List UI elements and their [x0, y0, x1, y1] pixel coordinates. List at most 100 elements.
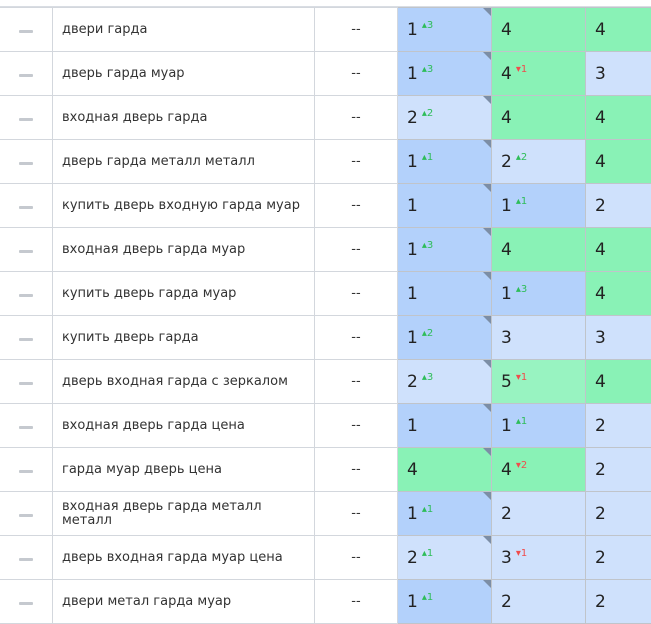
position-cell[interactable]: 3	[491, 315, 586, 360]
position-cell[interactable]: 1	[397, 403, 492, 448]
position-cell[interactable]: 2	[585, 579, 651, 624]
position-cell[interactable]: 4 ▾2	[491, 447, 586, 492]
row-toggle[interactable]	[0, 579, 53, 624]
compare-cell: --	[314, 183, 398, 228]
minus-icon	[19, 470, 33, 473]
position-cell[interactable]: 5 ▾1	[491, 359, 586, 404]
position-cell[interactable]: 4	[585, 227, 651, 272]
position-value: 1	[407, 239, 418, 260]
position-cell[interactable]: 1 ▴1	[491, 403, 586, 448]
position-cell[interactable]: 4 ▾1	[491, 51, 586, 96]
position-cell[interactable]: 4	[491, 7, 586, 52]
compare-cell: --	[314, 447, 398, 492]
position-change: ▴2	[515, 151, 528, 163]
position-value: 2	[407, 371, 418, 392]
arrow-down-icon: ▾	[515, 371, 521, 383]
row-toggle[interactable]	[0, 403, 53, 448]
position-value: 2	[595, 195, 606, 216]
position-cell[interactable]: 3	[585, 51, 651, 96]
position-cell[interactable]: 4	[491, 227, 586, 272]
corner-marker-icon	[483, 536, 491, 544]
position-cell[interactable]: 2 ▴2	[491, 139, 586, 184]
position-change: ▾1	[515, 63, 528, 75]
keyword-cell: входная дверь гарда муар	[52, 227, 315, 272]
position-cell[interactable]: 2 ▴3	[397, 359, 492, 404]
position-cell[interactable]: 2	[585, 447, 651, 492]
position-cell[interactable]: 1 ▴3	[397, 7, 492, 52]
table-row: купить дверь входную гарда муар -- 1 1 ▴1 2	[0, 183, 651, 228]
position-value: 3	[595, 63, 606, 84]
position-change: ▴1	[515, 415, 528, 427]
position-cell[interactable]: 4	[585, 95, 651, 140]
arrow-up-icon: ▴	[421, 239, 427, 251]
row-toggle[interactable]	[0, 183, 53, 228]
row-toggle[interactable]	[0, 491, 53, 536]
position-value: 2	[595, 591, 606, 612]
position-value: 1	[407, 283, 418, 304]
position-cell[interactable]: 3 ▾1	[491, 535, 586, 580]
position-change: ▴2	[421, 327, 434, 339]
row-toggle[interactable]	[0, 139, 53, 184]
position-value: 1	[407, 195, 418, 216]
keyword-cell: дверь входная гарда муар цена	[52, 535, 315, 580]
position-cell[interactable]: 4	[585, 7, 651, 52]
position-change: ▴3	[421, 63, 434, 75]
compare-cell: --	[314, 403, 398, 448]
row-toggle[interactable]	[0, 271, 53, 316]
position-cell[interactable]: 2 ▴1	[397, 535, 492, 580]
position-cell[interactable]: 2	[491, 579, 586, 624]
row-toggle[interactable]	[0, 51, 53, 96]
position-cell[interactable]: 1 ▴1	[397, 491, 492, 536]
position-cell[interactable]: 2 ▴2	[397, 95, 492, 140]
position-change: ▴3	[421, 371, 434, 383]
position-cell[interactable]: 1 ▴1	[397, 139, 492, 184]
position-value: 2	[595, 503, 606, 524]
position-cell[interactable]: 2	[585, 403, 651, 448]
position-cell[interactable]: 1 ▴1	[491, 183, 586, 228]
row-toggle[interactable]	[0, 447, 53, 492]
position-cell[interactable]: 4	[491, 95, 586, 140]
position-cell[interactable]: 1	[397, 183, 492, 228]
position-cell[interactable]: 1 ▴1	[397, 579, 492, 624]
row-toggle[interactable]	[0, 227, 53, 272]
position-cell[interactable]: 1	[397, 271, 492, 316]
arrow-up-icon: ▴	[515, 283, 521, 295]
table-row: входная дверь гарда муар -- 1 ▴3 4 4	[0, 227, 651, 272]
table-row: двери гарда -- 1 ▴3 4 4	[0, 7, 651, 52]
position-cell[interactable]: 1 ▴2	[397, 315, 492, 360]
minus-icon	[19, 30, 33, 33]
keyword-cell: входная дверь гарда	[52, 95, 315, 140]
position-change: ▾2	[515, 459, 528, 471]
position-cell[interactable]: 1 ▴3	[491, 271, 586, 316]
arrow-up-icon: ▴	[421, 19, 427, 31]
position-value: 1	[407, 591, 418, 612]
position-cell[interactable]: 4	[397, 447, 492, 492]
arrow-down-icon: ▾	[515, 63, 521, 75]
position-change: ▴2	[421, 107, 434, 119]
position-cell[interactable]: 3	[585, 315, 651, 360]
corner-marker-icon	[483, 140, 491, 148]
position-value: 3	[501, 327, 512, 348]
compare-cell: --	[314, 7, 398, 52]
row-toggle[interactable]	[0, 7, 53, 52]
position-cell[interactable]: 4	[585, 139, 651, 184]
position-cell[interactable]: 4	[585, 359, 651, 404]
position-cell[interactable]: 2	[585, 491, 651, 536]
position-cell[interactable]: 1 ▴3	[397, 51, 492, 96]
corner-marker-icon	[483, 272, 491, 280]
position-value: 2	[595, 547, 606, 568]
position-cell[interactable]: 2	[491, 491, 586, 536]
position-cell[interactable]: 2	[585, 183, 651, 228]
row-toggle[interactable]	[0, 95, 53, 140]
row-toggle[interactable]	[0, 535, 53, 580]
row-toggle[interactable]	[0, 315, 53, 360]
row-toggle[interactable]	[0, 359, 53, 404]
arrow-up-icon: ▴	[421, 151, 427, 163]
position-cell[interactable]: 1 ▴3	[397, 227, 492, 272]
position-value: 1	[501, 283, 512, 304]
minus-icon	[19, 514, 33, 517]
position-value: 1	[407, 503, 418, 524]
position-cell[interactable]: 2	[585, 535, 651, 580]
compare-cell: --	[314, 227, 398, 272]
position-cell[interactable]: 4	[585, 271, 651, 316]
